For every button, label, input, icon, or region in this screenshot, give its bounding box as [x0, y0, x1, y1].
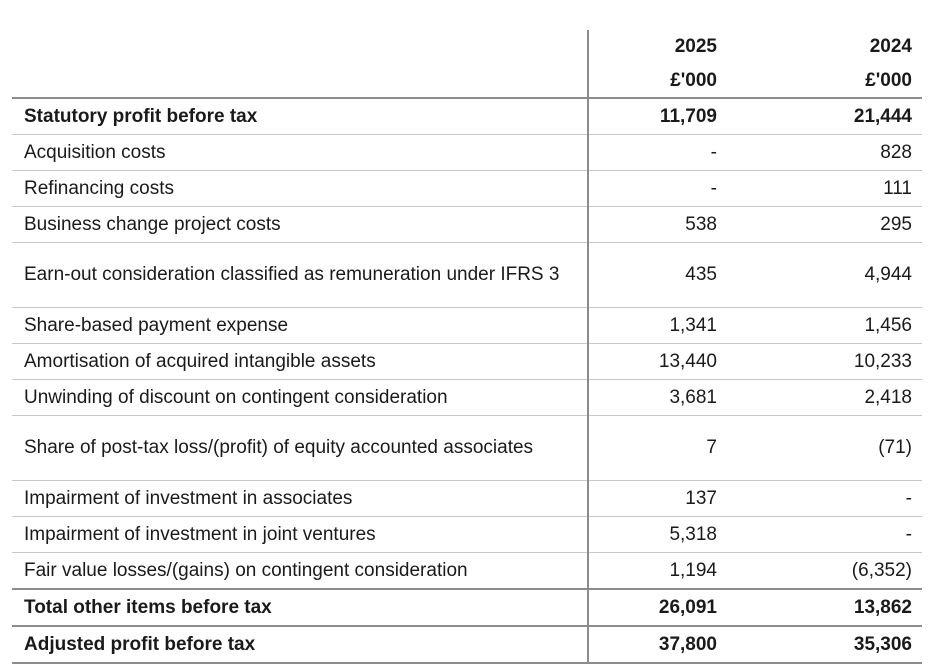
value-2024: 21,444: [731, 97, 922, 135]
row-impairment-associates: Impairment of investment in associates 1…: [12, 480, 922, 517]
value-2025: 5,318: [587, 516, 731, 553]
value-2024: 295: [731, 206, 922, 243]
row-adjusted-profit: Adjusted profit before tax 37,800 35,306: [12, 625, 922, 664]
header-year-2024: 2024: [869, 36, 912, 57]
row-share-of-associates: Share of post-tax loss/(profit) of equit…: [12, 415, 922, 481]
row-label: Impairment of investment in associates: [12, 480, 588, 517]
row-impairment-joint-ventures: Impairment of investment in joint ventur…: [12, 516, 922, 553]
header-year-2025: 2025: [587, 30, 731, 64]
value-2025: 13,440: [587, 343, 731, 380]
value-2025: 1,341: [587, 307, 731, 344]
row-total-other-items: Total other items before tax 26,091 13,8…: [12, 588, 922, 627]
value-2025: 11,709: [587, 97, 731, 135]
value-2024: 2,418: [731, 379, 922, 416]
value-2025: 7: [587, 415, 731, 481]
value-2024: 828: [731, 134, 922, 171]
row-label: Statutory profit before tax: [12, 97, 588, 135]
header-row-units: £'000 £'000: [12, 64, 922, 98]
value-2025: 1,194: [587, 552, 731, 590]
row-earn-out-consideration: Earn-out consideration classified as rem…: [12, 242, 922, 308]
value-2024: -: [731, 480, 922, 517]
row-label: Refinancing costs: [12, 170, 588, 207]
value-2025: -: [587, 134, 731, 171]
row-acquisition-costs: Acquisition costs - 828: [12, 134, 922, 171]
header-unit-2025: £'000: [587, 64, 731, 98]
row-share-based-payment: Share-based payment expense 1,341 1,456: [12, 307, 922, 344]
row-refinancing-costs: Refinancing costs - 111: [12, 170, 922, 207]
row-statutory-profit: Statutory profit before tax 11,709 21,44…: [12, 97, 922, 135]
value-2024: -: [731, 516, 922, 553]
profit-reconciliation-table: 2025 2024 £'000 £'000 Statutory profit b…: [12, 30, 922, 664]
value-2024: 4,944: [731, 242, 922, 308]
value-2025: 26,091: [587, 588, 731, 627]
value-2025: 538: [587, 206, 731, 243]
header-unit-2024: £'000: [865, 70, 912, 91]
value-2024: (6,352): [731, 552, 922, 590]
value-2024: (71): [731, 415, 922, 481]
row-label: Share-based payment expense: [12, 307, 588, 344]
row-amortisation: Amortisation of acquired intangible asse…: [12, 343, 922, 380]
row-business-change-costs: Business change project costs 538 295: [12, 206, 922, 243]
value-2025: 137: [587, 480, 731, 517]
row-label: Total other items before tax: [12, 588, 588, 627]
row-label: Impairment of investment in joint ventur…: [12, 516, 588, 553]
header-row-years: 2025 2024: [12, 30, 922, 64]
row-label: Share of post-tax loss/(profit) of equit…: [12, 415, 588, 481]
value-2024: 35,306: [731, 625, 922, 664]
row-label: Fair value losses/(gains) on contingent …: [12, 552, 588, 590]
row-label: Acquisition costs: [12, 134, 588, 171]
value-2024: 1,456: [731, 307, 922, 344]
row-label: Amortisation of acquired intangible asse…: [12, 343, 588, 380]
value-2025: 435: [587, 242, 731, 308]
value-2025: 37,800: [587, 625, 731, 664]
row-label: Business change project costs: [12, 206, 588, 243]
header-blank: [12, 30, 588, 64]
value-2025: 3,681: [587, 379, 731, 416]
value-2024: 111: [731, 170, 922, 207]
row-label: Adjusted profit before tax: [12, 625, 588, 664]
header-blank: [12, 64, 588, 98]
value-2024: 13,862: [731, 588, 922, 627]
row-unwinding-discount: Unwinding of discount on contingent cons…: [12, 379, 922, 416]
value-2025: -: [587, 170, 731, 207]
row-fair-value-losses: Fair value losses/(gains) on contingent …: [12, 552, 922, 590]
row-label: Unwinding of discount on contingent cons…: [12, 379, 588, 416]
row-label: Earn-out consideration classified as rem…: [12, 242, 588, 308]
value-2024: 10,233: [731, 343, 922, 380]
